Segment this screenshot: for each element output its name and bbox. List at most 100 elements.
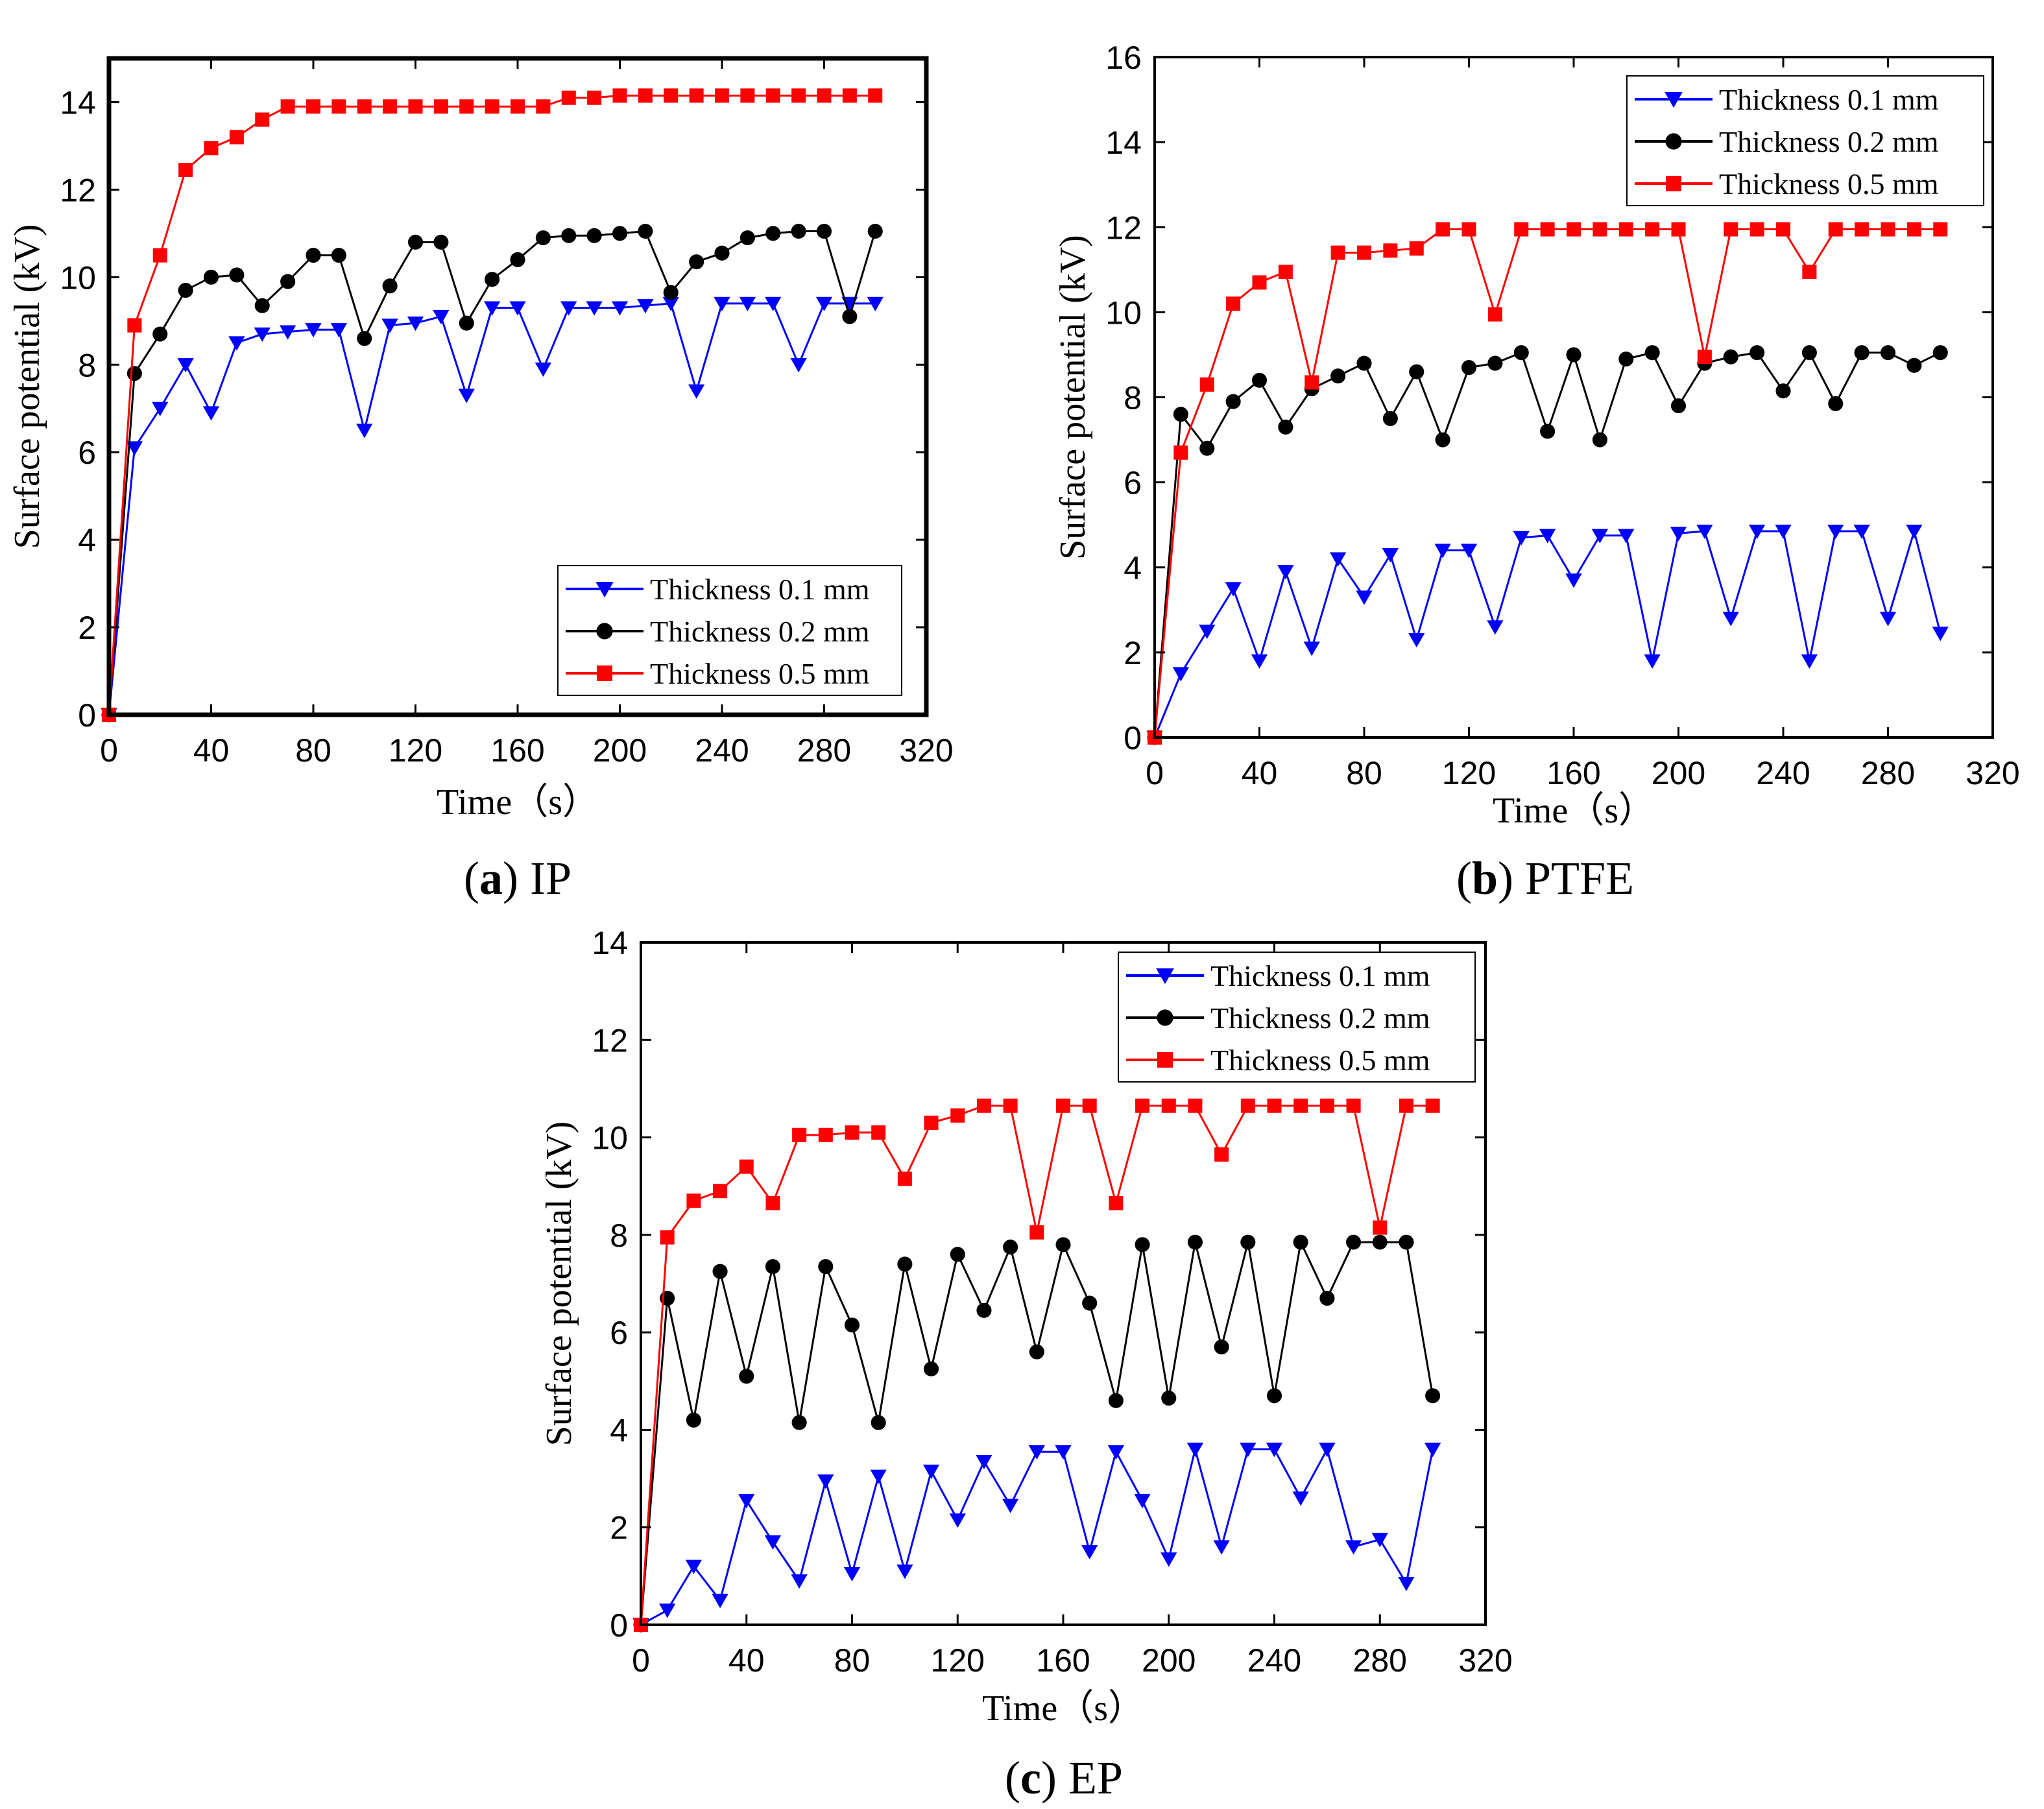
x-tick-label: 40 [193,732,230,769]
data-point [1329,552,1347,567]
data-point [1345,1540,1362,1555]
data-point [381,318,398,333]
data-point [509,301,526,316]
legend-label: Thickness 0.5 mm [650,657,870,690]
caption-letter: b [1472,852,1498,904]
x-tick-label: 160 [490,732,544,769]
panel-caption: (a) IP [464,852,571,904]
data-point [1186,1443,1204,1457]
data-point [1173,407,1188,422]
data-point [1135,1237,1150,1252]
data-point [1161,1391,1177,1406]
x-tick-label: 320 [1458,1642,1512,1679]
series-2 [633,1234,1441,1633]
y-tick-label: 0 [1124,720,1142,756]
legend-marker [1157,1009,1173,1026]
data-point [1696,524,1713,540]
data-point [1775,383,1791,399]
legend-label: Thickness 0.5 mm [1210,1044,1430,1077]
data-point [1540,424,1556,439]
data-point [1251,372,1268,388]
data-point [1461,360,1477,376]
data-point [1240,1443,1256,1457]
plot-frame [1153,56,1994,739]
data-point [1425,1098,1440,1113]
data-point [739,1369,754,1384]
data-point [535,362,552,377]
panel-caption: (c) EP [1005,1752,1123,1804]
data-point [1828,222,1843,237]
data-point [764,1535,782,1550]
x-tick-label: 280 [797,732,851,769]
data-point [1906,524,1923,540]
y-tick-label: 6 [78,435,96,471]
legend-label: Thickness 0.1 mm [650,573,870,606]
x-tick-label: 40 [728,1642,765,1679]
data-point [867,223,883,239]
y-tick-label: 0 [610,1607,628,1644]
data-point [1593,222,1607,237]
chart-panel-ptfe: 0 40 80 120 160 200 240 280 320 0 2 4 6 8 10 12 14 16 Time… [1053,40,2020,904]
y-tick-label: 10 [1105,294,1142,331]
data-point [739,296,756,311]
series-3 [1148,222,1948,745]
y-tick-label: 2 [78,610,96,646]
data-point [1435,432,1450,448]
data-point [229,130,244,145]
data-point [1723,349,1738,365]
data-point [127,318,142,333]
data-point [1356,590,1373,605]
data-point [1398,1577,1415,1592]
caption-paren-open: ( [464,852,479,904]
data-point [792,1127,807,1142]
panel-caption: (b) PTFE [1456,852,1634,904]
data-point [1267,1098,1282,1113]
data-point [1082,1295,1098,1311]
y-tick-label: 6 [1124,465,1142,501]
legend-label: Thickness 0.5 mm [1719,167,1939,200]
data-point [922,1465,940,1480]
data-point [459,315,474,331]
data-point [1160,1552,1177,1567]
data-point [1003,1098,1018,1113]
data-point [1134,1494,1151,1509]
data-point [1277,565,1294,580]
data-point [1293,1098,1308,1113]
data-point [1383,243,1398,258]
data-point [896,1564,913,1579]
legend: Thickness 0.1 mm Thickness 0.2 mm Thicknes… [1118,952,1476,1083]
data-point [689,88,704,103]
data-point [1303,641,1320,656]
data-point [1293,1234,1308,1250]
caption-paren-close: ) [503,852,530,904]
data-point [867,296,884,311]
data-point [1827,524,1844,540]
series-1 [632,1443,1441,1633]
data-point [738,1494,755,1509]
data-point [1540,222,1555,237]
x-tick-label: 0 [100,732,118,769]
x-tick-label: 120 [389,732,442,769]
data-point [818,1259,834,1275]
data-point [1199,377,1214,392]
data-point [790,358,807,373]
data-point [1109,1196,1124,1211]
data-point [842,88,857,103]
data-point [1724,222,1738,237]
x-tick-label: 200 [1652,755,1705,791]
data-point [306,99,320,114]
y-tick-label: 8 [1124,380,1142,416]
legend-marker [1665,91,1683,108]
data-point [949,1513,966,1528]
data-point [510,252,525,267]
legend-label: Thickness 0.2 mm [1210,1001,1430,1035]
legend-marker [595,581,614,598]
data-point [408,99,423,114]
data-point [1240,1234,1256,1250]
data-point [715,88,729,103]
data-point [1722,612,1739,627]
data-point [816,223,832,239]
data-point [815,296,833,311]
caption-paren-close: ) [1041,1752,1068,1804]
